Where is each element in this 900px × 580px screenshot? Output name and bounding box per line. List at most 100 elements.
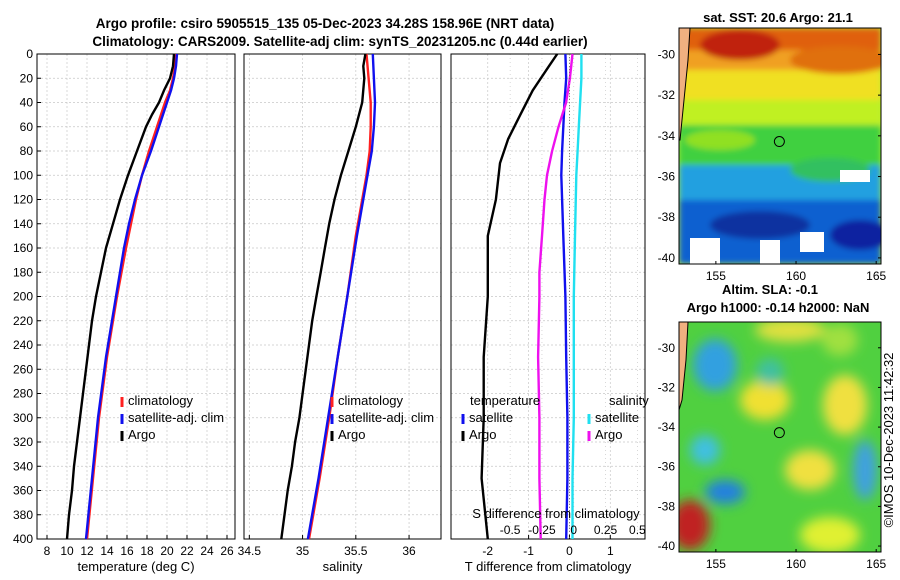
y-tick-label: 0 [26, 47, 33, 61]
sla-map-title-2: Argo h1000: -0.14 h2000: NaN [687, 300, 870, 315]
x-tick-label: 20 [160, 544, 174, 558]
y-tick-label: 300 [13, 411, 33, 425]
x-tick-label: 35 [296, 544, 310, 558]
series-line-satellite-adj-clim [306, 53, 377, 540]
y-tick-label: 240 [13, 338, 33, 352]
legend-label: satellite-adj. clim [338, 410, 434, 425]
x-tick-label: 36 [402, 544, 416, 558]
y-tick-label: 80 [20, 144, 34, 158]
y-tick-label: 60 [20, 120, 34, 134]
series-line-satellite-adj-clim [84, 53, 179, 540]
map-y-tick-label: -32 [658, 88, 676, 102]
map-x-tick-label: 155 [706, 557, 726, 571]
x-tick-label: 1 [607, 544, 614, 558]
map-x-tick-label: 160 [786, 557, 806, 571]
legend-label: Argo [595, 427, 622, 442]
x-tick-label: 22 [180, 544, 194, 558]
x-tick-label: 16 [120, 544, 134, 558]
map-y-tick-label: -36 [658, 170, 676, 184]
series-line-t-argo [480, 53, 559, 540]
series-line-argo [65, 53, 176, 540]
y-tick-label: 260 [13, 362, 33, 376]
map-x-tick-label: 165 [866, 269, 886, 283]
y-tick-label: 40 [20, 96, 34, 110]
map-y-tick-label: -38 [658, 499, 676, 513]
map-y-tick-label: -34 [658, 420, 676, 434]
map-y-tick-label: -38 [658, 210, 676, 224]
x-axis-label: T difference from climatology [465, 559, 632, 574]
x-tick-label: 26 [220, 544, 234, 558]
legend-title-temperature: temperature [470, 393, 540, 408]
difference-panel: -2 -1 0 1T difference from climatology S dif… [450, 53, 649, 574]
y-tick-label: 180 [13, 265, 33, 279]
sla-map-title-1: Altim. SLA: -0.1 [722, 282, 818, 297]
legend-label: climatology [338, 393, 404, 408]
axes-frame [450, 53, 646, 540]
map-y-tick-label: -30 [658, 47, 676, 61]
top-tick-label: 0 [570, 523, 577, 537]
legend-label: Argo [128, 427, 155, 442]
salinity-panel: 34.5 35 35.5 36 salinity climatology satellite… [238, 53, 442, 574]
y-tick-label: 280 [13, 387, 33, 401]
legend-label: satellite [595, 410, 639, 425]
x-tick-label: 10 [60, 544, 74, 558]
x-tick-label: 18 [140, 544, 154, 558]
map-x-tick-label: 165 [866, 557, 886, 571]
sla-profile-marker [773, 427, 785, 439]
figure-title-line1: Argo profile: csiro 5905515_135 05-Dec-2… [96, 16, 555, 31]
x-axis-label: temperature (deg C) [77, 559, 194, 574]
y-tick-label: 120 [13, 193, 33, 207]
map-y-tick-label: -40 [658, 539, 676, 553]
x-tick-label: 35.5 [344, 544, 368, 558]
top-tick-label: -0.5 [500, 523, 521, 537]
legend-label: Argo [469, 427, 496, 442]
map-y-tick-label: -32 [658, 380, 676, 394]
x-tick-label: 24 [200, 544, 214, 558]
axes-frame [243, 53, 442, 540]
y-tick-label: 360 [13, 484, 33, 498]
y-tick-label: 220 [13, 314, 33, 328]
x-tick-label: 0 [566, 544, 573, 558]
top-tick-label: -0.25 [528, 523, 556, 537]
x-tick-label: -1 [523, 544, 534, 558]
x-tick-label: 14 [100, 544, 114, 558]
sst-profile-marker [773, 136, 785, 148]
top-axis-label: S difference from climatology [472, 506, 640, 521]
y-tick-label: 340 [13, 459, 33, 473]
y-tick-label: 140 [13, 217, 33, 231]
x-tick-label: 12 [80, 544, 94, 558]
series-line-argo [280, 53, 367, 540]
y-tick-label: 20 [20, 71, 34, 85]
legend-label: climatology [128, 393, 194, 408]
y-tick-label: 160 [13, 241, 33, 255]
map-y-tick-label: -34 [658, 129, 676, 143]
x-tick-label: 34.5 [238, 544, 262, 558]
imos-watermark: ©IMOS 10-Dec-2023 11:42:32 [881, 353, 896, 528]
map-y-tick-label: -36 [658, 460, 676, 474]
map-x-tick-label: 155 [706, 269, 726, 283]
series-line-s-satellite [571, 54, 583, 539]
top-tick-label: 0.25 [594, 523, 618, 537]
map-x-tick-label: 160 [786, 269, 806, 283]
series-line-s-argo [536, 53, 574, 540]
top-tick-label: 0.5 [629, 523, 646, 537]
y-tick-label: 320 [13, 435, 33, 449]
y-tick-label: 100 [13, 168, 33, 182]
series-line-t-satellite [560, 53, 569, 540]
y-tick-label: 400 [13, 532, 33, 546]
y-tick-label: 380 [13, 508, 33, 522]
sst-map-title: sat. SST: 20.6 Argo: 21.1 [703, 10, 853, 25]
temperature-panel: 8 10 12 14 16 18 20 22 24 26 temperature (deg C) 0 2… [13, 47, 236, 574]
y-tick-label: 200 [13, 290, 33, 304]
legend-label: Argo [338, 427, 365, 442]
legend-label: satellite-adj. clim [128, 410, 224, 425]
x-axis-label: salinity [323, 559, 363, 574]
x-tick-label: -2 [482, 544, 493, 558]
sla-map [679, 322, 881, 552]
sst-map [679, 28, 881, 264]
legend-title-salinity: salinity [609, 393, 649, 408]
figure-title-line2: Climatology: CARS2009. Satellite-adj cli… [92, 34, 587, 49]
map-y-tick-label: -40 [658, 251, 676, 265]
x-tick-label: 8 [44, 544, 51, 558]
